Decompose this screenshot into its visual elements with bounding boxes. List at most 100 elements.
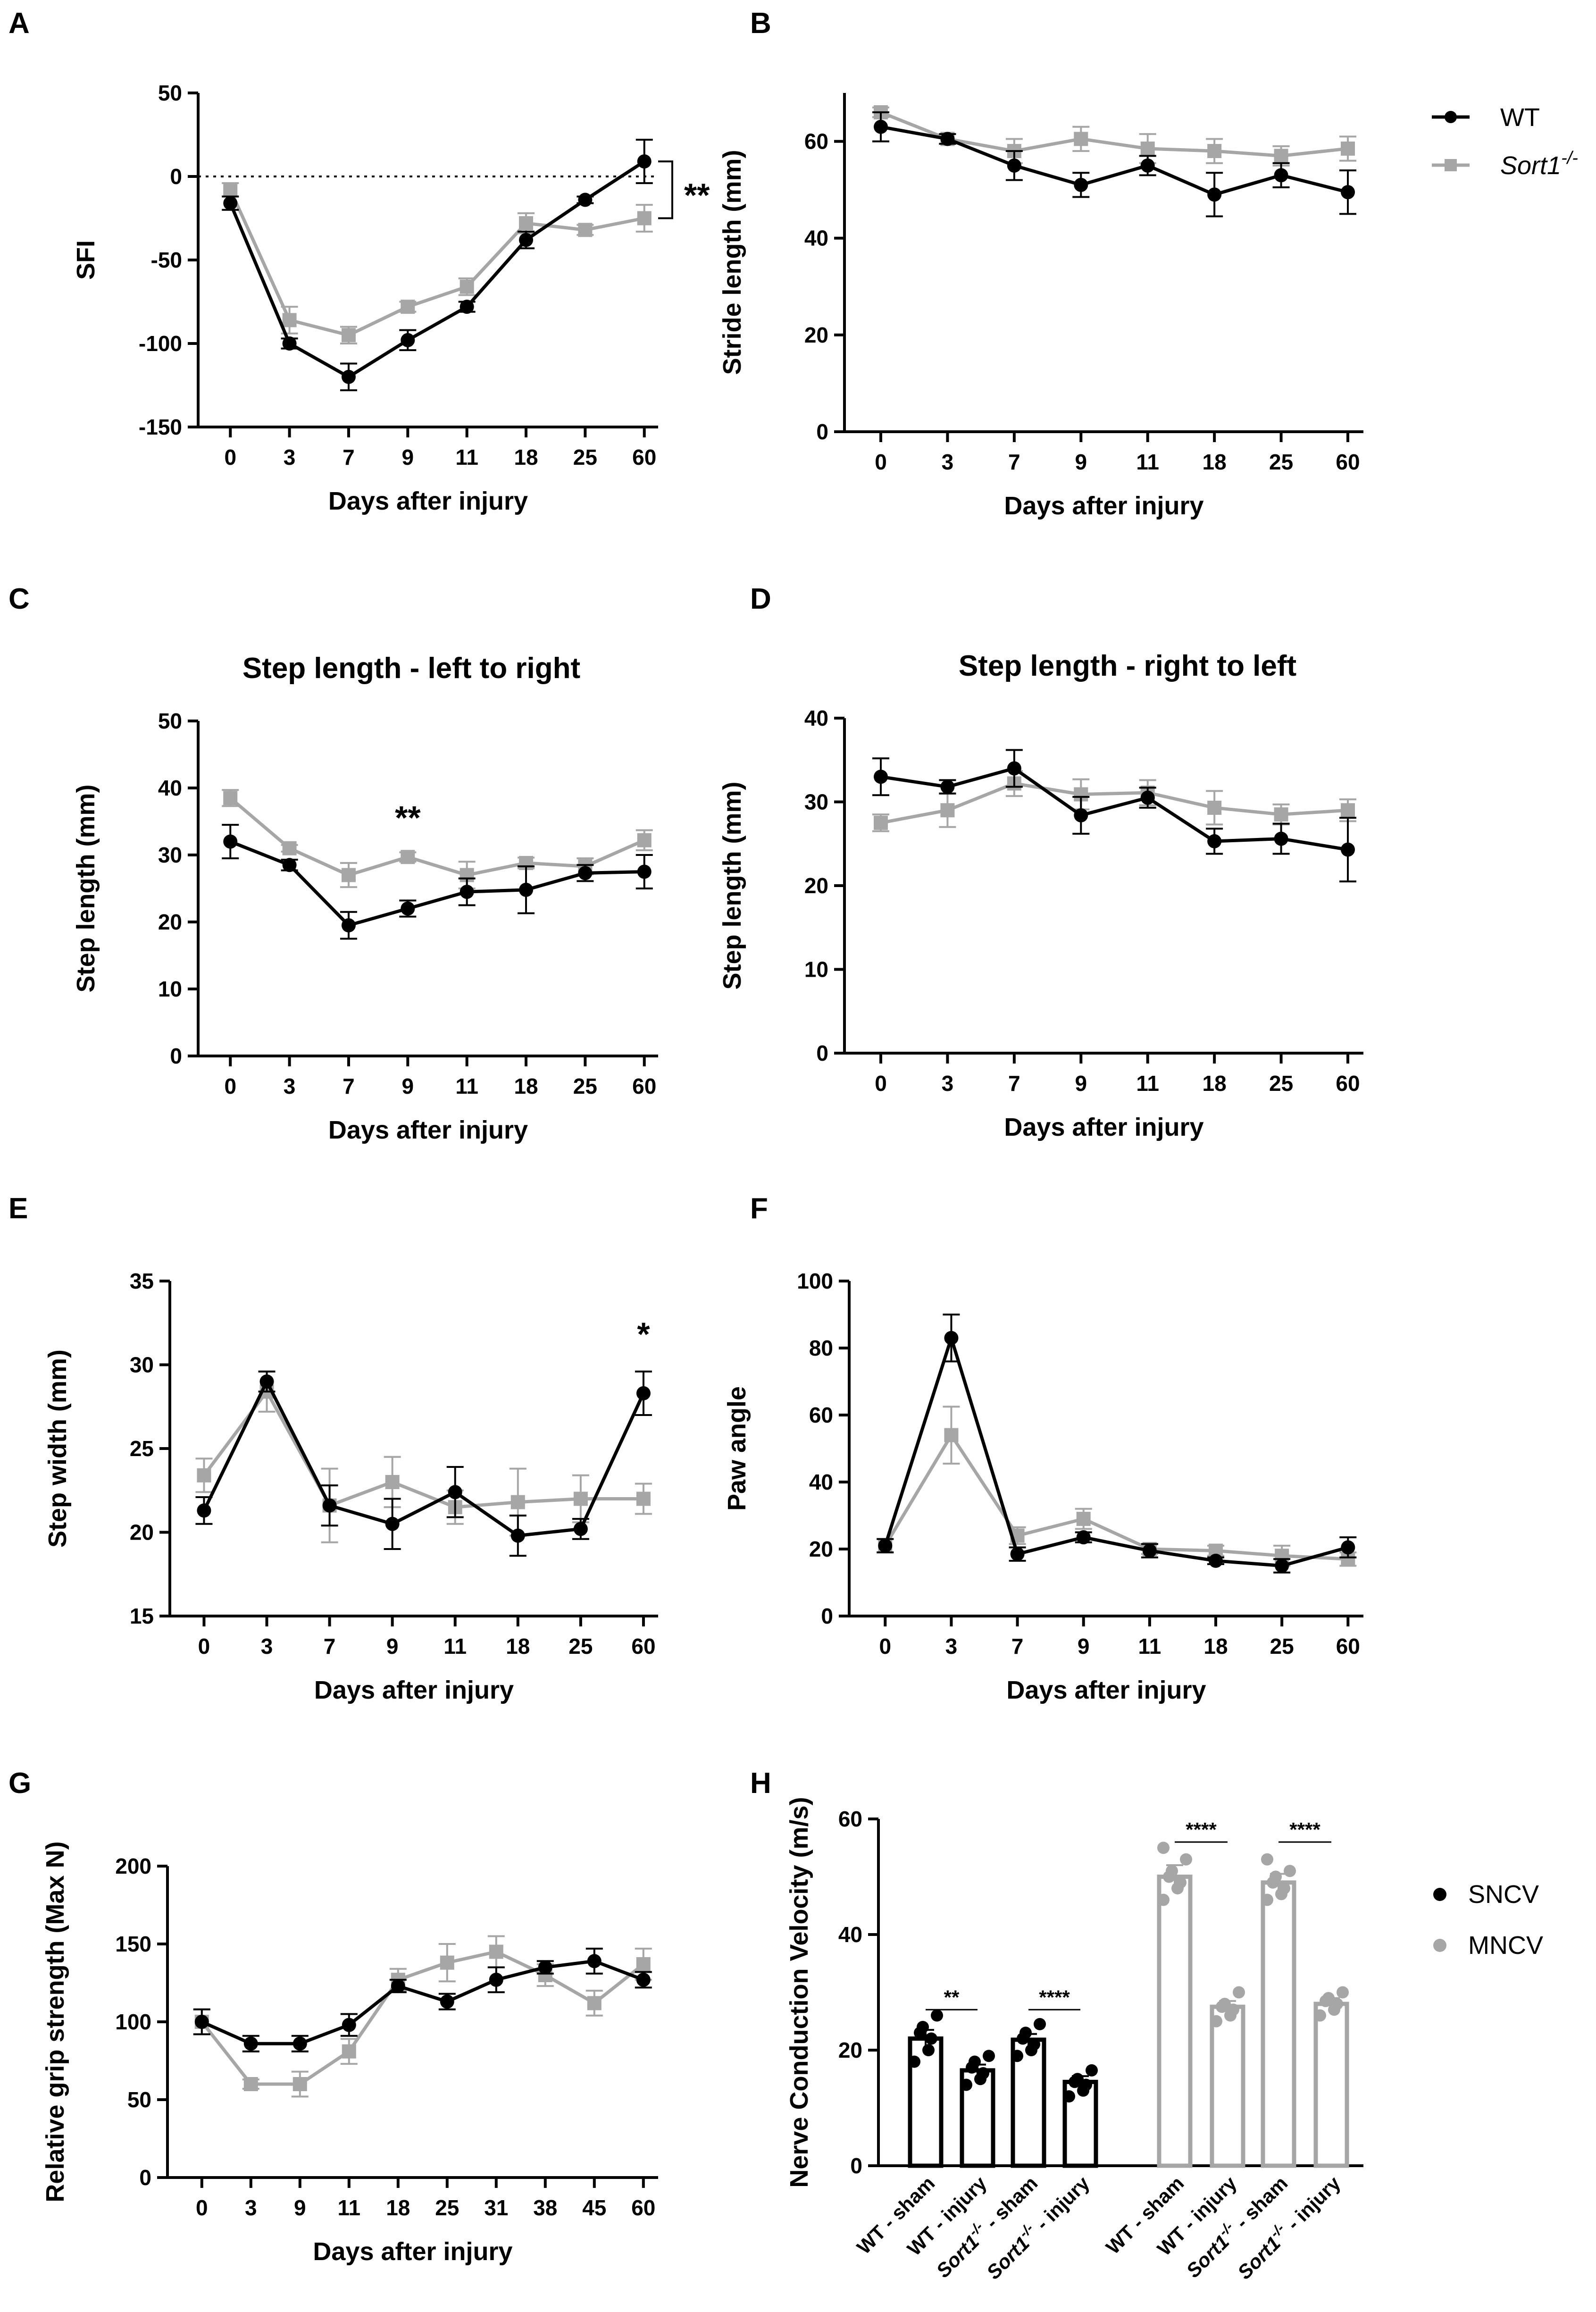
individual-point bbox=[1071, 2073, 1084, 2086]
y-tick-label: 60 bbox=[809, 1403, 833, 1427]
x-tick-label: 7 bbox=[1011, 1634, 1024, 1659]
data-point-sort1 bbox=[578, 223, 593, 237]
y-tick-label: 20 bbox=[804, 323, 828, 347]
y-tick-label: 0 bbox=[139, 2165, 151, 2190]
x-tick-label: 9 bbox=[1075, 1071, 1087, 1096]
individual-point bbox=[1337, 1986, 1349, 1999]
data-point-wt bbox=[874, 770, 888, 784]
data-point-wt bbox=[1140, 790, 1155, 805]
data-point-wt bbox=[1142, 1543, 1157, 1558]
legend-wt-label: WT bbox=[1500, 103, 1540, 132]
series-line-wt bbox=[883, 1332, 1349, 1568]
data-point-wt bbox=[1274, 168, 1288, 183]
x-tick-label: 3 bbox=[284, 1074, 296, 1098]
panel-d: D Step length - right to left 40 30 20 10 0 0… bbox=[718, 583, 1363, 1141]
x-tick-label: 3 bbox=[942, 450, 954, 474]
panel-label-e: E bbox=[8, 1192, 28, 1225]
panel-label-d: D bbox=[750, 583, 771, 615]
y-axis-label: Step width (mm) bbox=[43, 1349, 72, 1548]
y-tick-label: 150 bbox=[115, 1932, 151, 1956]
data-point-sort1 bbox=[636, 1491, 651, 1506]
x-tick-label: 60 bbox=[1336, 450, 1360, 474]
chart-c: 50 40 30 20 10 0 0 3 7 9 11 18 25 60 Days after injury… bbox=[72, 709, 658, 1144]
series-line-sort1 bbox=[202, 1388, 643, 1509]
panel-a: A 50 0 -50 -100 -150 0 3 7 9 11 18 25 60 Days after i… bbox=[8, 7, 710, 515]
data-point-wt bbox=[1076, 1530, 1091, 1545]
series-line-sort1 bbox=[201, 1950, 644, 2086]
data-point-sort1 bbox=[510, 1495, 525, 1509]
data-point-sort1 bbox=[440, 1955, 454, 1970]
individual-point bbox=[1063, 2090, 1075, 2103]
x-tick-label: 38 bbox=[533, 2195, 557, 2220]
y-tick-label: 0 bbox=[850, 2153, 862, 2178]
data-point-sort1 bbox=[282, 841, 297, 855]
panel-label-c: C bbox=[8, 583, 30, 615]
data-point-wt bbox=[1207, 834, 1222, 848]
series-line-wt bbox=[201, 1959, 644, 2045]
data-point-wt bbox=[519, 882, 534, 897]
x-tick-label: 18 bbox=[506, 1634, 530, 1659]
data-point-wt bbox=[401, 333, 415, 347]
x-tick-label: 7 bbox=[1008, 450, 1020, 474]
y-tick-label: 30 bbox=[158, 843, 182, 867]
significance-marker: ** bbox=[944, 1986, 960, 2008]
panel-h: H 60 40 20 0 Nerve Conduction Velocity (m/s)… bbox=[750, 1767, 1543, 2284]
x-axis-label: Days after injury bbox=[1004, 1113, 1203, 1141]
individual-point bbox=[1261, 1893, 1273, 1906]
data-point-wt bbox=[1341, 1540, 1355, 1555]
y-tick-label: 40 bbox=[158, 776, 182, 800]
legend-wt-marker bbox=[1445, 111, 1457, 123]
data-point-sort1 bbox=[282, 313, 297, 327]
data-point-wt bbox=[292, 2036, 307, 2051]
x-tick-label: 18 bbox=[1203, 450, 1227, 474]
data-point-sort1 bbox=[292, 2077, 307, 2091]
individual-point bbox=[1011, 2050, 1023, 2062]
data-point-wt bbox=[1341, 842, 1355, 857]
data-point-sort1 bbox=[342, 2044, 356, 2059]
data-point-wt bbox=[510, 1528, 525, 1543]
individual-point bbox=[1314, 2009, 1326, 2022]
data-point-wt bbox=[636, 1972, 651, 1987]
y-tick-label: 20 bbox=[804, 873, 828, 898]
data-point-sort1 bbox=[1341, 141, 1355, 156]
y-tick-label: 15 bbox=[130, 1604, 154, 1628]
x-tick-label: 3 bbox=[942, 1071, 954, 1096]
y-axis-label: Relative grip strength (Max N) bbox=[41, 1841, 69, 2202]
y-tick-label: 0 bbox=[816, 1041, 828, 1065]
y-tick-label: 25 bbox=[130, 1436, 154, 1461]
y-tick-label: 50 bbox=[158, 709, 182, 733]
individual-point bbox=[1261, 1853, 1273, 1866]
data-point-sort1 bbox=[197, 1468, 211, 1483]
x-tick-label: 7 bbox=[343, 445, 355, 469]
y-tick-label: 40 bbox=[804, 706, 828, 730]
x-tick-label: 25 bbox=[1269, 1071, 1293, 1096]
data-point-sort1 bbox=[636, 1957, 651, 1971]
panel-label-b: B bbox=[750, 7, 771, 40]
significance-marker: **** bbox=[1289, 1818, 1320, 1841]
individual-point bbox=[983, 2050, 995, 2062]
x-tick-label: 60 bbox=[632, 1074, 656, 1098]
data-point-sort1 bbox=[385, 1475, 400, 1489]
series-line-wt bbox=[880, 766, 1348, 852]
y-axis-label: Nerve Conduction Velocity (m/s) bbox=[785, 1797, 813, 2187]
x-tick-label: 11 bbox=[1138, 1634, 1161, 1659]
individual-point bbox=[1270, 1870, 1282, 1883]
data-point-wt bbox=[460, 300, 474, 314]
data-point-wt bbox=[342, 2018, 356, 2032]
x-tick-label: 60 bbox=[1336, 1071, 1360, 1096]
x-tick-label: 18 bbox=[1203, 1634, 1228, 1659]
data-point-wt bbox=[1007, 158, 1021, 173]
data-point-sort1 bbox=[460, 279, 474, 294]
data-point-sort1 bbox=[940, 803, 955, 818]
series-line-sort1 bbox=[880, 110, 1348, 158]
y-tick-label: 80 bbox=[809, 1336, 833, 1360]
data-point-wt bbox=[519, 233, 534, 247]
data-point-wt bbox=[1207, 187, 1222, 202]
x-tick-label: 25 bbox=[573, 445, 597, 469]
series-line-sort1 bbox=[229, 189, 645, 337]
chart-a: 50 0 -50 -100 -150 0 3 7 9 11 18 25 60 Days after inj… bbox=[72, 81, 710, 515]
data-point-wt bbox=[573, 1522, 588, 1536]
individual-point bbox=[1086, 2064, 1098, 2077]
data-point-sort1 bbox=[341, 868, 356, 882]
individual-point bbox=[1210, 2015, 1222, 2027]
